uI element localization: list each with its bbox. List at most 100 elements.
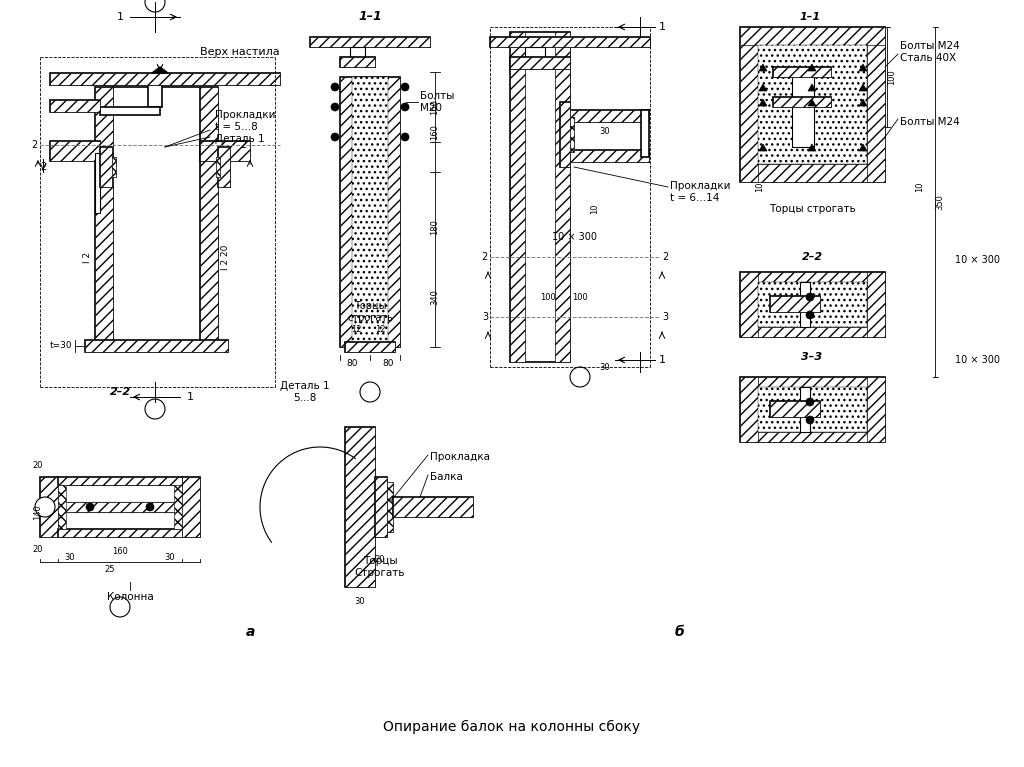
Text: Колонна: Колонна — [106, 592, 154, 602]
Bar — [800, 387, 810, 432]
Bar — [50, 141, 100, 161]
Text: 160: 160 — [112, 548, 128, 557]
Text: 1: 1 — [117, 12, 124, 22]
Bar — [560, 102, 570, 167]
Circle shape — [110, 597, 130, 617]
Text: Прокладки
t = 6...14: Прокладки t = 6...14 — [670, 181, 730, 202]
Text: 100: 100 — [888, 69, 896, 85]
Polygon shape — [808, 99, 816, 106]
Polygon shape — [859, 84, 867, 91]
Circle shape — [331, 83, 339, 91]
Bar — [100, 107, 160, 115]
Text: 100: 100 — [540, 292, 556, 301]
Bar — [182, 477, 200, 537]
Text: 10 × 300: 10 × 300 — [955, 255, 1000, 265]
Text: 2: 2 — [240, 140, 246, 150]
Bar — [510, 57, 570, 69]
Text: 30: 30 — [354, 597, 366, 607]
Text: Верх настила: Верх настила — [200, 47, 280, 57]
Bar — [770, 401, 820, 417]
Text: l 2 20: l 2 20 — [220, 245, 229, 270]
Bar — [770, 296, 820, 312]
Text: 1: 1 — [186, 392, 194, 402]
Bar — [112, 157, 116, 177]
Circle shape — [146, 503, 154, 511]
Bar — [148, 85, 162, 107]
Circle shape — [806, 398, 814, 406]
Text: 3: 3 — [662, 312, 668, 322]
Bar — [569, 150, 649, 162]
Bar — [740, 377, 758, 442]
Text: 10: 10 — [915, 182, 925, 193]
Bar — [310, 37, 430, 47]
Polygon shape — [808, 64, 816, 71]
Bar — [867, 272, 885, 337]
Text: 30: 30 — [600, 127, 610, 137]
Bar — [387, 482, 393, 532]
Bar — [740, 164, 885, 182]
Text: 140: 140 — [34, 504, 43, 520]
Polygon shape — [759, 64, 767, 71]
Text: 100: 100 — [572, 292, 588, 301]
Bar — [85, 340, 228, 352]
Bar — [182, 477, 200, 537]
Polygon shape — [859, 64, 867, 71]
Text: 160: 160 — [430, 99, 439, 115]
Circle shape — [145, 0, 165, 12]
Text: 30: 30 — [600, 363, 610, 371]
Text: 10: 10 — [756, 182, 765, 193]
Text: 1: 1 — [658, 355, 666, 365]
Bar — [345, 342, 395, 352]
Circle shape — [806, 311, 814, 319]
Text: 20: 20 — [33, 460, 43, 469]
Bar — [200, 87, 218, 347]
Circle shape — [806, 293, 814, 301]
Bar — [773, 97, 831, 107]
Text: 20: 20 — [33, 545, 43, 554]
Bar — [525, 47, 545, 57]
Text: Торцы
Строгать: Торцы Строгать — [354, 556, 406, 578]
Circle shape — [35, 497, 55, 517]
Text: l 2: l 2 — [84, 252, 92, 262]
Text: t=30: t=30 — [49, 341, 72, 351]
Bar — [740, 272, 758, 337]
Bar — [740, 27, 885, 45]
Text: 10 × 300: 10 × 300 — [955, 355, 1000, 365]
Bar — [58, 529, 182, 537]
Bar — [770, 296, 820, 312]
Bar — [773, 97, 831, 107]
Polygon shape — [759, 84, 767, 91]
Bar — [792, 67, 814, 147]
Bar — [50, 141, 100, 161]
Bar — [200, 141, 250, 161]
Bar — [100, 147, 112, 187]
Bar — [218, 147, 230, 187]
Text: Болты
М20: Болты М20 — [420, 91, 455, 113]
Bar — [310, 37, 430, 47]
Polygon shape — [152, 67, 168, 73]
Bar — [345, 427, 375, 587]
Bar — [490, 37, 650, 47]
Bar — [740, 432, 885, 442]
Bar — [85, 340, 228, 352]
Bar — [773, 67, 831, 77]
Text: Деталь 1
5...8: Деталь 1 5...8 — [281, 381, 330, 403]
Bar — [740, 27, 758, 182]
Bar — [569, 150, 649, 162]
Bar — [375, 477, 387, 537]
Text: Опирание балок на колонны сбоку: Опирание балок на колонны сбоку — [383, 720, 641, 734]
Text: 160: 160 — [430, 124, 439, 140]
Text: 3–3: 3–3 — [802, 352, 822, 362]
Bar — [393, 497, 473, 517]
Bar — [570, 117, 574, 152]
Bar — [740, 27, 885, 182]
Circle shape — [570, 367, 590, 387]
Bar — [58, 502, 182, 512]
Text: 2: 2 — [662, 252, 669, 262]
Bar — [569, 110, 649, 122]
Bar — [340, 77, 354, 347]
Circle shape — [86, 503, 94, 511]
Text: Прокладка: Прокладка — [430, 452, 490, 462]
Bar — [758, 282, 867, 327]
Text: 1–1: 1–1 — [800, 12, 820, 22]
